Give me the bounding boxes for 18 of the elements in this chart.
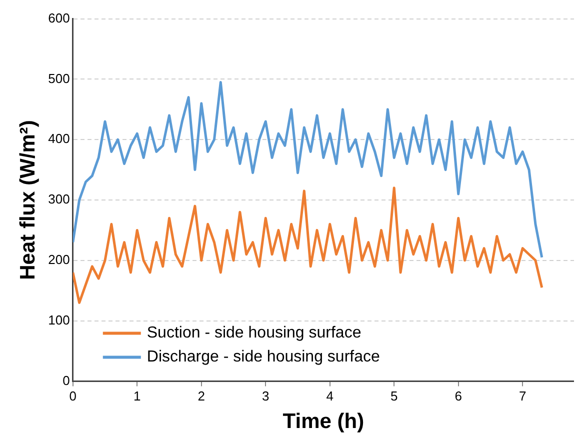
y-tick-label: 100 bbox=[48, 312, 70, 328]
x-tick-label: 5 bbox=[390, 388, 398, 404]
legend-label: Discharge - side housing surface bbox=[146, 348, 380, 366]
y-tick-label: 200 bbox=[48, 252, 70, 267]
x-tick-label: 3 bbox=[262, 388, 270, 404]
y-tick-label: 400 bbox=[48, 131, 70, 146]
legend-label: Suction - side housing surface bbox=[146, 324, 362, 342]
y-tick-label: 600 bbox=[48, 10, 70, 26]
y-axis-title: Heat flux (W/m²) bbox=[16, 120, 40, 280]
x-tick-label: 4 bbox=[326, 388, 334, 404]
y-tick-label: 0 bbox=[62, 372, 70, 388]
x-tick-label: 6 bbox=[454, 388, 462, 404]
x-tick-label: 7 bbox=[518, 388, 526, 404]
y-tick-label: 300 bbox=[48, 192, 70, 207]
x-axis-title: Time (h) bbox=[282, 410, 364, 434]
y-tick-label: 500 bbox=[48, 70, 70, 86]
x-tick-label: 2 bbox=[198, 388, 205, 404]
x-tick-label: 1 bbox=[134, 388, 141, 404]
